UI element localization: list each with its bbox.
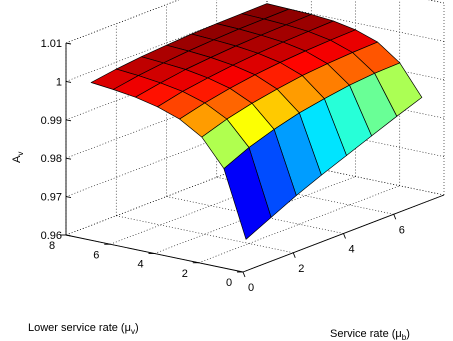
x-tick-label: 0 — [248, 282, 254, 294]
z-tick-mark — [65, 80, 72, 83]
x-tick-mark — [343, 233, 346, 239]
z-tick-label: 0.98 — [41, 153, 62, 165]
z-tick-mark — [65, 157, 72, 160]
x-tick-label: 6 — [399, 224, 405, 236]
y-axis-label-end: ) — [135, 322, 139, 334]
z-axis-label: Av — [11, 152, 25, 163]
z-tick-label: 1.01 — [41, 38, 62, 50]
axis-lines — [60, 42, 445, 278]
y-axis-label: Lower service rate (μv) — [28, 322, 139, 336]
z-tick-label: 0.99 — [41, 115, 62, 127]
z-tick-label: 0.96 — [41, 230, 62, 242]
y-tick-label: 0 — [226, 277, 232, 289]
tick-labels: 0 2 4 6 0 2 4 6 80.96 0.97 0.98 0.99 1 1.01 — [41, 38, 405, 294]
y-tick-label: 6 — [93, 249, 99, 261]
x-axis-label-text: Service rate (μ — [330, 328, 402, 340]
z-tick-mark — [65, 234, 72, 237]
surface-cell — [223, 147, 272, 240]
y-axis-label-sub: v — [131, 327, 135, 336]
floor-grid-x — [116, 215, 294, 254]
z-axis-label-sub: v — [16, 152, 25, 156]
x-axis-label: Service rate (μb) — [330, 328, 410, 341]
x-tick-mark — [393, 214, 397, 220]
y-axis-label-text: Lower service rate (μ — [28, 322, 131, 334]
z-tick-mark — [65, 42, 72, 45]
x-tick-label: 4 — [348, 244, 354, 256]
y-tick-label: 2 — [182, 268, 188, 280]
z-axis-label-text: A — [11, 155, 23, 163]
x-axis-label-end: ) — [406, 328, 410, 340]
y-tick-label: 4 — [137, 259, 143, 271]
z-tick-label: 1 — [56, 76, 62, 88]
z-tick-label: 0.97 — [41, 192, 62, 204]
x-tick-label: 2 — [298, 263, 304, 275]
z-tick-mark — [65, 119, 72, 122]
z-tick-mark — [65, 196, 72, 199]
y-tick-label: 8 — [49, 240, 55, 252]
surface-mesh — [90, 3, 423, 240]
x-tick-mark — [242, 271, 246, 278]
x-tick-mark — [292, 252, 296, 258]
x-axis-label-sub: b — [402, 333, 407, 341]
